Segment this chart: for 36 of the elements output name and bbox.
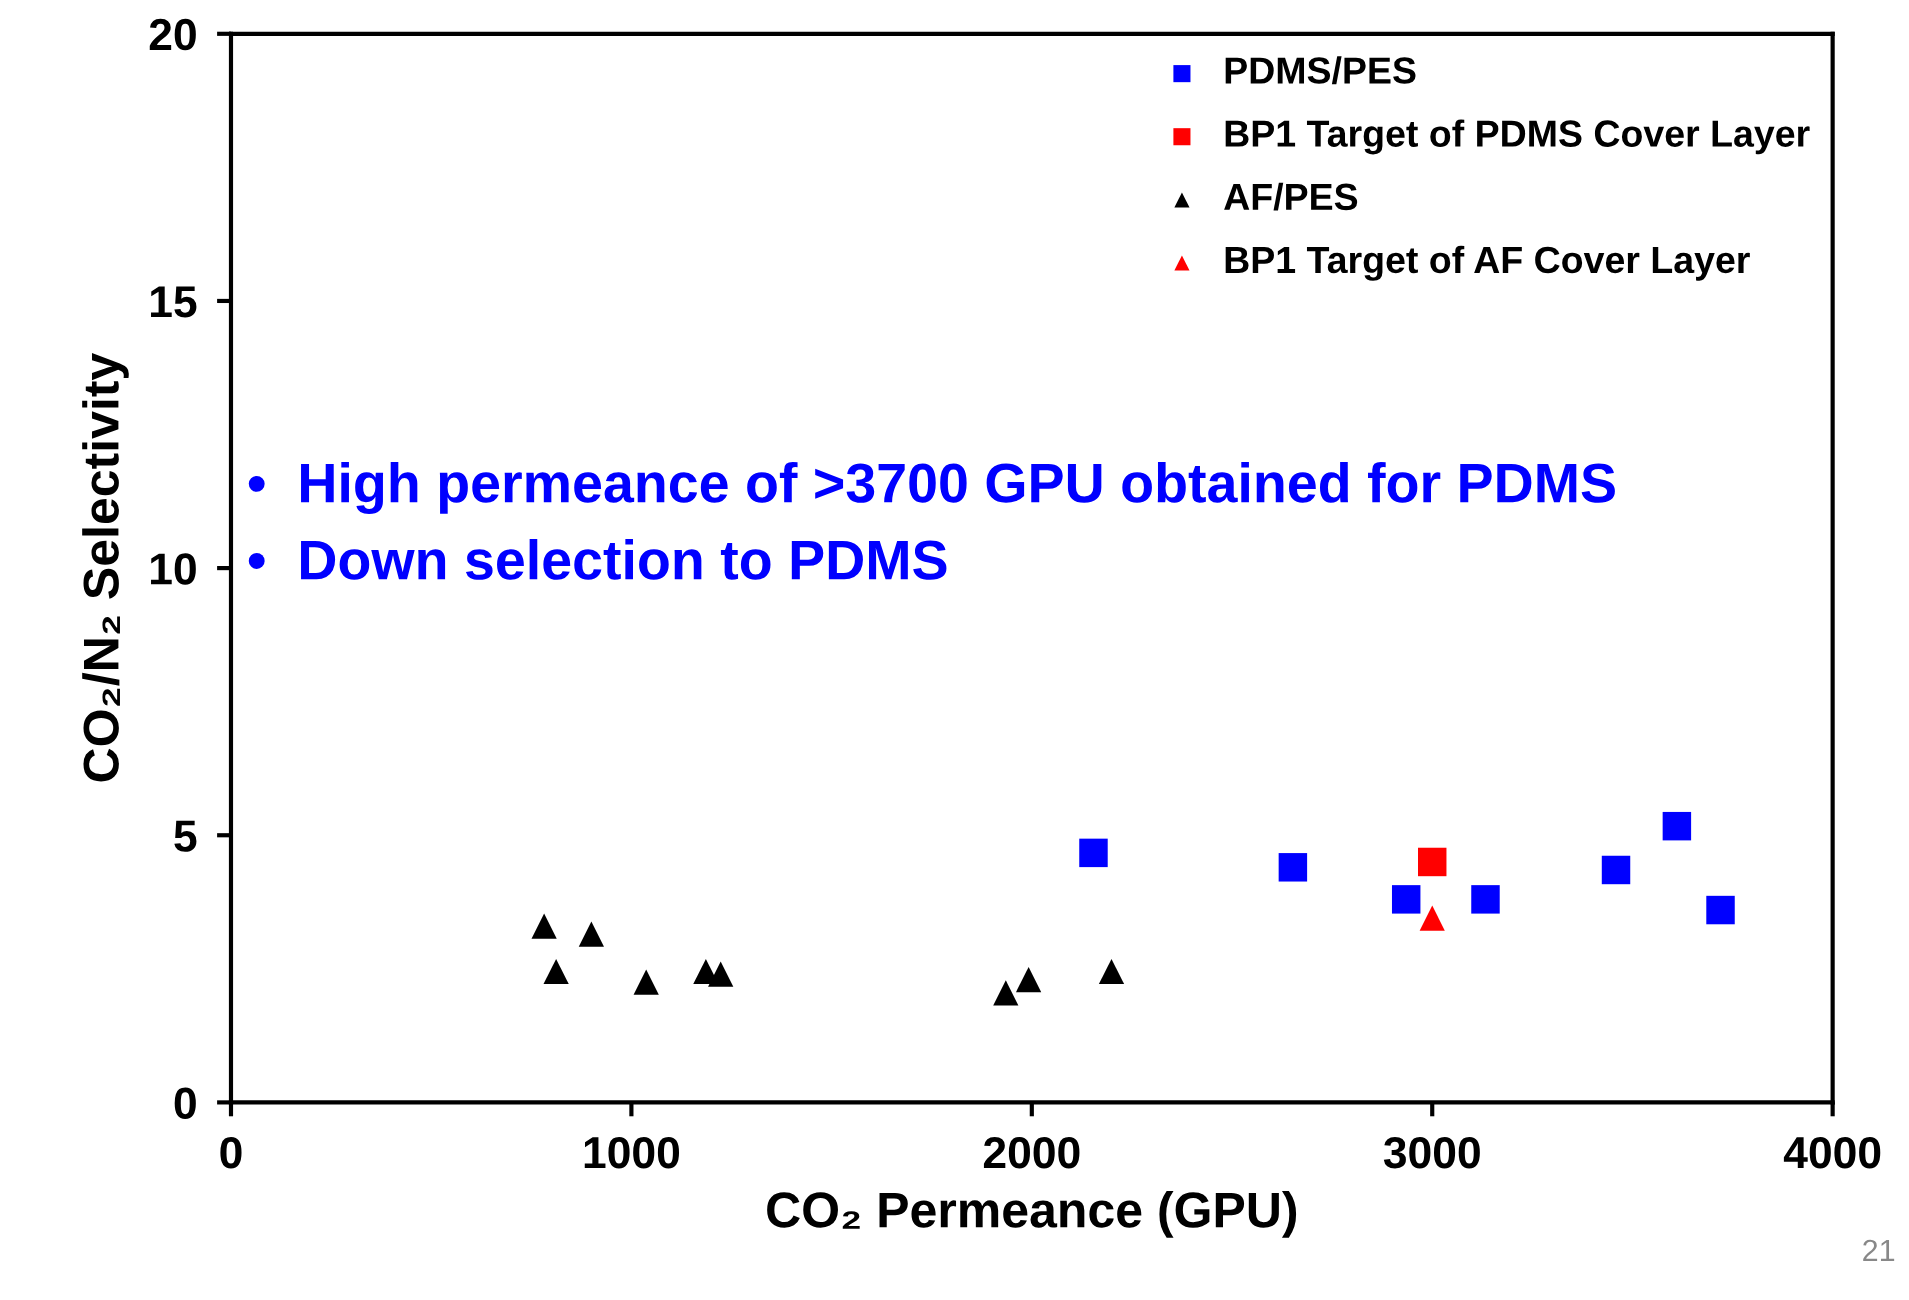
x-tick-label: 3000: [1383, 1136, 1480, 1169]
point: [1278, 853, 1308, 882]
legend-label: AF/PES: [1224, 182, 1358, 211]
legend-label: BP1 Target of AF Cover Layer: [1225, 245, 1750, 281]
point: [1601, 855, 1631, 885]
point: [1417, 847, 1447, 877]
point: [1706, 895, 1735, 925]
y-tick-label: 10: [151, 553, 196, 585]
y-tick-label: 0: [174, 1087, 196, 1119]
point: [1662, 811, 1692, 841]
y-tick-label: 5: [174, 820, 197, 852]
x-tick-label: 2000: [983, 1136, 1080, 1169]
point: [633, 969, 659, 995]
y-tick-label: 15: [151, 286, 197, 318]
point: [1079, 838, 1108, 868]
point: [993, 980, 1019, 1006]
point: [543, 958, 569, 985]
x-tick-label: 0: [220, 1136, 242, 1169]
point: [1016, 966, 1042, 993]
point: [1419, 905, 1445, 931]
y-axis-title: CO₂/N₂ Selectivity: [82, 353, 129, 782]
annotation: • Down selection to PDMS: [248, 539, 947, 580]
point: [1098, 958, 1125, 985]
point: [531, 913, 557, 939]
point: [708, 961, 734, 987]
point: [1471, 885, 1500, 914]
x-axis-title: CO₂ Permeance (GPU): [767, 1191, 1297, 1238]
x-tick-label: 1000: [584, 1136, 680, 1169]
legend-label: PDMS/PES: [1225, 56, 1416, 85]
text: 21: [1863, 1239, 1895, 1261]
x-tick-label: 4000: [1783, 1136, 1881, 1169]
legend-label: BP1 Target of PDMS Cover Layer: [1225, 119, 1810, 155]
point: [1391, 885, 1421, 914]
y-tick-label: 20: [149, 18, 196, 51]
annotation: • High permeance of >3700 GPU obtained for PDMS: [248, 461, 1615, 514]
point: [578, 921, 604, 947]
